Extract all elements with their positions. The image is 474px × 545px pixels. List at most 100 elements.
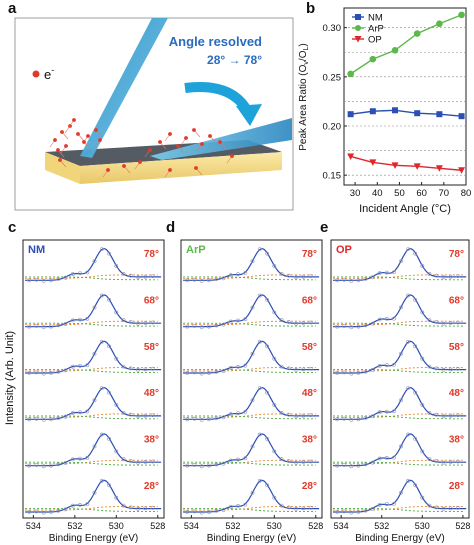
spectrum-point <box>85 270 90 275</box>
spectrum-point <box>78 317 82 322</box>
spectrum-point <box>349 278 354 283</box>
spectrum-point <box>99 432 104 437</box>
spectrum-point <box>78 410 82 415</box>
spectrum-fit <box>183 340 320 374</box>
spectrum-fit <box>25 294 162 328</box>
spectrum-point <box>301 413 306 418</box>
spectrum-fit <box>25 387 162 420</box>
x-tick-label: 534 <box>184 521 199 531</box>
spectrum-point <box>301 367 306 372</box>
spectra-panel-nm: NM 534 532 530 528 Binding Energy (eV) 78° 68° 5… <box>22 239 165 544</box>
particle <box>76 132 80 136</box>
spectrum-fit <box>333 479 467 513</box>
spectrum-point <box>107 344 112 349</box>
spectrum-point <box>207 510 211 514</box>
spectrum-point <box>199 464 204 469</box>
angle-label: 58° <box>302 342 317 353</box>
spectrum-point <box>99 339 104 344</box>
particle <box>94 128 98 132</box>
particle <box>218 140 222 144</box>
spectrum-point <box>384 363 389 368</box>
spectrum-point <box>207 463 211 468</box>
x-tick-label: 532 <box>374 521 389 531</box>
angle-label: 78° <box>302 249 317 260</box>
spectrum-point <box>185 278 190 283</box>
particle <box>58 158 62 162</box>
spectrum-point <box>63 275 68 280</box>
spectrum-point <box>250 351 255 356</box>
spectrum-point <box>243 317 248 322</box>
spectrum-point <box>236 411 240 416</box>
component-fit <box>333 322 463 327</box>
spectrum-point <box>349 510 354 515</box>
spectrum-point <box>214 508 219 513</box>
spectrum-point <box>27 278 32 283</box>
particle <box>86 134 90 138</box>
spectrum-point <box>434 320 439 324</box>
spectrum-point <box>207 371 211 375</box>
spectrum-point <box>150 413 155 418</box>
particle <box>138 160 142 164</box>
spectrum-point <box>286 505 291 510</box>
spectrum-point <box>121 503 126 508</box>
spectrum-point <box>136 414 141 419</box>
spectrum-point <box>236 457 240 462</box>
spectrum-point <box>356 324 361 329</box>
spectrum-point <box>342 463 347 467</box>
spectrum-point <box>185 509 190 514</box>
spectrum-point <box>107 297 112 302</box>
particle <box>106 168 110 172</box>
spectrum-fit <box>25 248 162 281</box>
electron-particles <box>49 118 234 178</box>
spectrum-point <box>384 270 389 275</box>
spectrum-point <box>236 272 240 277</box>
spectrum-point <box>377 271 382 276</box>
spectrum-point <box>228 273 233 278</box>
spectrum-point <box>214 369 219 374</box>
particle <box>168 168 172 172</box>
spectrum-point <box>427 503 432 508</box>
panel-label-a: a <box>8 0 17 17</box>
spectrum-point <box>413 251 418 256</box>
spectrum-point <box>335 370 340 375</box>
spectrum-point <box>356 463 361 468</box>
spectrum-fit <box>183 479 320 513</box>
spectrum-point <box>391 316 396 321</box>
spectrum-point <box>335 509 340 514</box>
particle <box>60 130 64 134</box>
spectrum-point <box>294 460 299 465</box>
spectrum-point <box>143 367 148 372</box>
spectrum-point <box>41 510 46 515</box>
spectrum-point <box>243 456 248 461</box>
spectrum-point <box>391 362 396 367</box>
spectrum-point <box>441 367 446 372</box>
spectrum-point <box>265 344 270 349</box>
spectrum-point <box>207 324 211 329</box>
spectrum-point <box>279 503 284 508</box>
spectrum-point <box>143 460 148 464</box>
particle <box>122 164 126 168</box>
spectrum-point <box>420 356 425 361</box>
spectrum-point <box>391 501 396 506</box>
spectrum-point <box>448 321 453 325</box>
x-tick-label: 530 <box>109 521 124 531</box>
spectrum-point <box>272 310 277 315</box>
spectrum-point <box>399 259 403 264</box>
panel-label-d: d <box>166 219 176 236</box>
spectrum-point <box>78 363 82 368</box>
spectrum-point <box>214 462 219 467</box>
panel-label-b: b <box>306 0 316 17</box>
spectrum-point <box>34 463 39 467</box>
particle <box>72 118 76 122</box>
spectrum-point <box>114 310 119 315</box>
angle-label: 78° <box>144 249 159 260</box>
spectrum-point <box>199 278 204 283</box>
spectrum-point <box>406 339 411 344</box>
spectrum-point <box>356 278 361 283</box>
spectrum-point <box>384 409 389 414</box>
spectrum-point <box>121 457 126 462</box>
x-tick-label: 530 <box>267 521 282 531</box>
spectrum-point <box>49 509 53 514</box>
spectrum-point <box>221 461 226 466</box>
particle <box>53 138 57 142</box>
